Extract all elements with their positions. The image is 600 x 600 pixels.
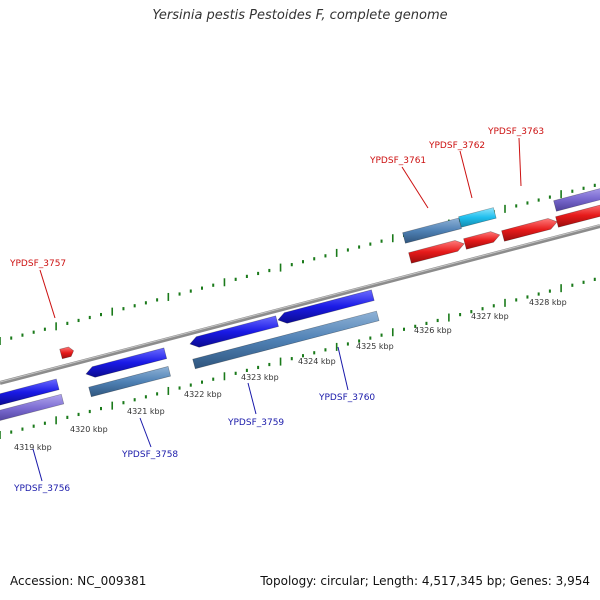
leader-line-3756: [32, 448, 43, 482]
gene-label-3757[interactable]: YPDSF_3757: [9, 259, 66, 269]
gene-label-3756[interactable]: YPDSF_3756: [13, 484, 70, 494]
leader-line-3757: [39, 269, 56, 319]
gene-feature-3762-red[interactable]: [463, 231, 501, 250]
gene-feature-3763-red[interactable]: [501, 218, 558, 242]
gene-feature-3761-red[interactable]: [408, 240, 465, 264]
leader-line-3762: [459, 150, 473, 199]
kbp-labels: 4319 kbp 4320 kbp 4321 kbp 4322 kbp 4323…: [14, 298, 567, 452]
kbp-label-4319: 4319 kbp: [14, 443, 52, 452]
gene-feature-3764-red[interactable]: [555, 204, 600, 228]
genome-backbone: [0, 224, 600, 385]
gene-feature-3760-blue[interactable]: [277, 289, 375, 324]
kbp-label-4328: 4328 kbp: [529, 298, 567, 307]
genome-backbone-highlight: [0, 224, 600, 383]
accession-text: Accession: NC_009381: [10, 574, 147, 588]
gene-label-3761[interactable]: YPDSF_3761: [369, 156, 426, 166]
gene-feature-3756-purple[interactable]: [0, 393, 65, 423]
gene-label-3760[interactable]: YPDSF_3760: [318, 393, 375, 403]
gene-label-3763[interactable]: YPDSF_3763: [487, 127, 544, 137]
gene-label-3759[interactable]: YPDSF_3759: [227, 418, 284, 428]
topology-summary: Topology: circular; Length: 4,517,345 bp…: [260, 574, 590, 588]
kbp-label-4326: 4326 kbp: [414, 326, 452, 335]
kbp-label-4327: 4327 kbp: [471, 312, 509, 321]
tick-track-bottom: [0, 277, 596, 439]
kbp-label-4324: 4324 kbp: [298, 357, 336, 366]
gene-feature-3759-blue[interactable]: [189, 315, 279, 348]
gene-label-3758[interactable]: YPDSF_3758: [121, 450, 178, 460]
kbp-label-4323: 4323 kbp: [241, 373, 279, 382]
gene-feature-3759-steel[interactable]: [192, 310, 380, 370]
kbp-label-4321: 4321 kbp: [127, 407, 165, 416]
kbp-label-4325: 4325 kbp: [356, 342, 394, 351]
gene-feature-3758-steel[interactable]: [88, 366, 171, 398]
leader-line-3760: [337, 346, 349, 391]
leader-line-3758: [139, 417, 152, 448]
gene-feature-3762-light[interactable]: [458, 207, 497, 228]
leader-line-3759: [247, 382, 257, 415]
kbp-label-4320: 4320 kbp: [70, 425, 108, 434]
gene-features: [0, 186, 600, 423]
leader-line-3761: [401, 166, 429, 209]
map-title: Yersinia pestis Pestoides F, complete ge…: [152, 8, 448, 23]
gene-label-3762[interactable]: YPDSF_3762: [428, 141, 485, 151]
gene-feature-3763-purple[interactable]: [553, 186, 600, 212]
gene-feature-3761-steel[interactable]: [402, 217, 462, 244]
gene-feature-3758-blue[interactable]: [85, 347, 168, 378]
gene-feature-3757-red[interactable]: [59, 346, 74, 360]
leader-line-3763: [518, 137, 522, 187]
kbp-label-4322: 4322 kbp: [184, 390, 222, 399]
gene-feature-3756-blue[interactable]: [0, 378, 60, 406]
gene-labels: YPDSF_3757 YPDSF_3761 YPDSF_3762 YPDSF_3…: [9, 127, 544, 494]
